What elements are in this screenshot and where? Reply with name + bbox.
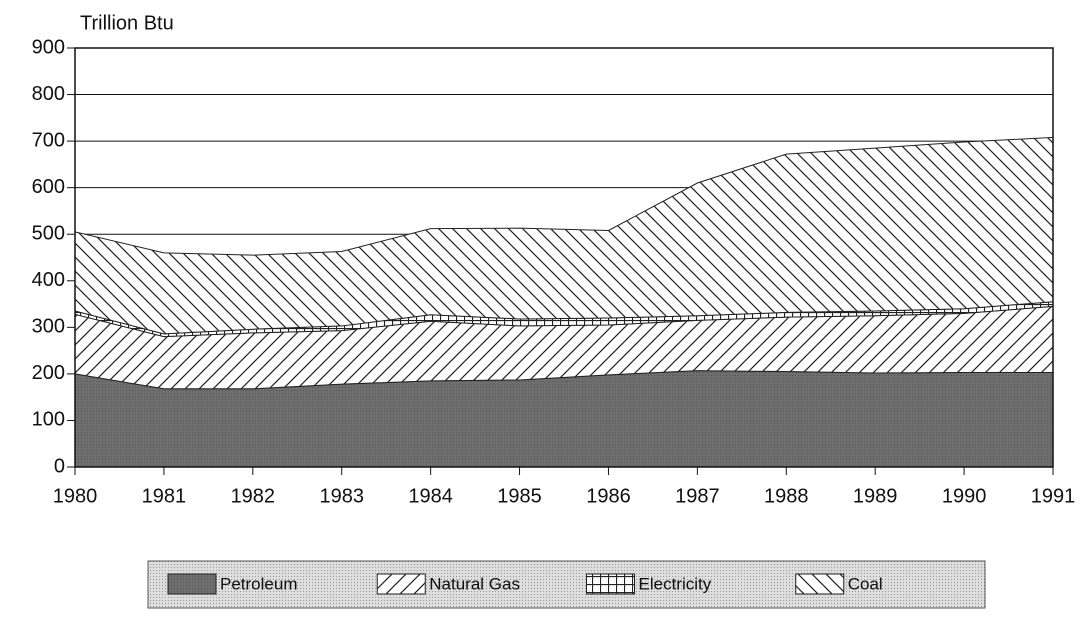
x-tick-label: 1983 bbox=[319, 485, 364, 507]
area bbox=[74, 136, 1054, 335]
legend-label: Coal bbox=[848, 574, 883, 593]
legend-swatch bbox=[167, 573, 217, 595]
y-tick-label: 300 bbox=[32, 316, 65, 338]
y-tick-label: 400 bbox=[32, 269, 65, 291]
x-tick-label: 1985 bbox=[497, 485, 542, 507]
legend-box bbox=[147, 560, 986, 609]
x-tick-label: 1984 bbox=[408, 485, 453, 507]
x-tick-label: 1980 bbox=[53, 485, 98, 507]
y-tick-label: 100 bbox=[32, 409, 65, 431]
y-axis-label: Trillion Btu bbox=[80, 12, 174, 34]
x-tick-label: 1990 bbox=[942, 485, 987, 507]
legend-swatch bbox=[376, 573, 426, 595]
y-tick-label: 500 bbox=[32, 223, 65, 245]
legend: Petroleum Natural Gas Electricity Coal bbox=[147, 560, 986, 609]
y-tick-label: 900 bbox=[32, 36, 65, 58]
x-tick-label: 1986 bbox=[586, 485, 631, 507]
legend-swatch bbox=[586, 573, 635, 595]
legend-swatch bbox=[795, 573, 845, 595]
y-tick-label: 600 bbox=[32, 176, 65, 198]
x-tick-label: 1989 bbox=[853, 485, 898, 507]
y-tick-label: 200 bbox=[32, 362, 65, 384]
plot-frame bbox=[74, 47, 1054, 468]
legend-label: Petroleum bbox=[220, 574, 297, 593]
y-tick-label: 800 bbox=[32, 83, 65, 105]
legend-label: Electricity bbox=[639, 574, 712, 593]
x-tick-label: 1991 bbox=[1031, 485, 1076, 507]
legend-label: Natural Gas bbox=[429, 574, 520, 593]
x-tick-label: 1981 bbox=[142, 485, 187, 507]
x-tick-label: 1987 bbox=[675, 485, 720, 507]
y-tick-label: 700 bbox=[32, 129, 65, 151]
x-tick-label: 1988 bbox=[764, 485, 809, 507]
x-tick-label: 1982 bbox=[231, 485, 276, 507]
y-tick-label: 0 bbox=[54, 455, 65, 477]
